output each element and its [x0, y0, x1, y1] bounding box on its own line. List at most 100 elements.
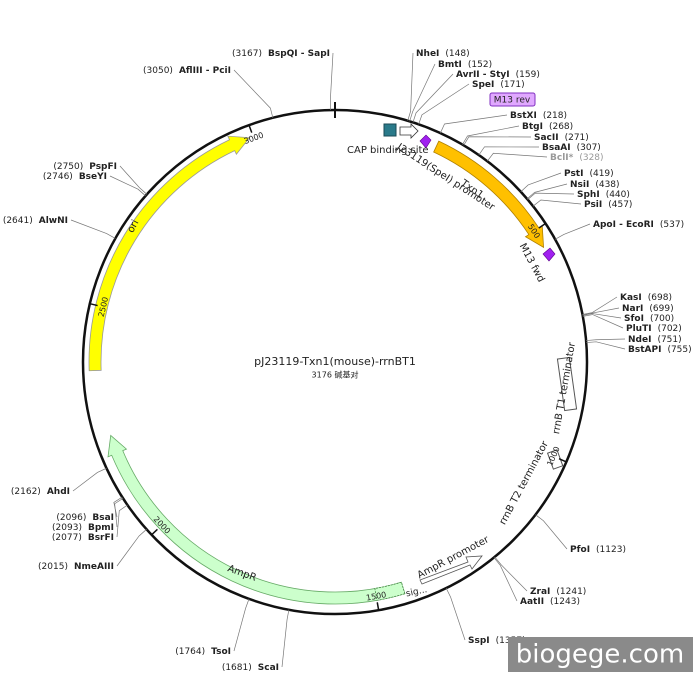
watermark-box	[508, 637, 693, 672]
feature-arc	[107, 434, 406, 605]
map-subtitle: 3176 碱基对	[312, 370, 359, 380]
site-position: (307)	[577, 143, 601, 153]
promoter-arrow	[399, 123, 419, 139]
site-position: (1764)	[175, 647, 205, 657]
site-line	[526, 183, 568, 200]
site-name: NarI	[622, 304, 643, 314]
feature-arc	[433, 140, 545, 249]
site-position: (268)	[549, 122, 573, 132]
site-name: ApoI - EcoRI	[593, 220, 654, 230]
site-label: SpeI (171)	[472, 80, 525, 90]
site-name: BtgI	[522, 122, 543, 132]
feature-arc	[88, 135, 251, 372]
site-name: TsoI	[211, 647, 231, 657]
site-label: BsaAI (307)	[542, 143, 601, 153]
site-position: (1123)	[596, 545, 626, 555]
site-label: NsiI (438)	[570, 180, 620, 190]
sites: NheI (148)BmtI (152)AvrII - StyI (159) SpeI (…	[3, 49, 692, 673]
site-name: PsiI	[584, 200, 602, 210]
site-name: BpmI	[88, 523, 114, 533]
site-position: (751)	[657, 335, 681, 345]
tick-mark	[248, 124, 253, 133]
site-label: BmtI (152)	[438, 60, 492, 70]
site-line	[535, 514, 568, 550]
site-name: NdeI	[628, 335, 651, 345]
site-name: PstI	[564, 169, 583, 179]
feature-arcs	[88, 135, 545, 605]
site-position: (2015)	[38, 562, 68, 572]
site-line	[487, 152, 548, 162]
site-line	[114, 498, 124, 528]
site-position: (438)	[595, 180, 619, 190]
site-line	[493, 557, 518, 602]
site-label: BstXI (218)	[510, 111, 567, 121]
site-label: (2746) BseYI	[43, 172, 107, 182]
site-line	[462, 125, 520, 145]
site-position: (2096)	[56, 513, 86, 523]
site-line	[281, 609, 290, 668]
site-label: PstI (419)	[564, 169, 614, 179]
site-label: BtgI (268)	[522, 122, 573, 132]
site-position: (3167)	[232, 49, 262, 59]
site-position: (2746)	[43, 172, 73, 182]
primer-arrow	[542, 247, 556, 262]
primer-box	[489, 92, 536, 107]
site-label: SphI (440)	[577, 190, 630, 200]
terminator-box	[556, 356, 578, 412]
site-label: (3050) AflIII - PciI	[143, 66, 231, 76]
site-label: (2096) BsaI	[56, 513, 114, 523]
site-line	[582, 307, 620, 316]
site-position: (2162)	[11, 487, 41, 497]
feature-label: rrnB T2 terminator	[498, 439, 552, 527]
site-line	[407, 52, 414, 121]
site-label: SfoI (700)	[624, 314, 674, 324]
feature-label: CAP binding site	[347, 145, 429, 156]
site-position: (755)	[667, 345, 691, 355]
site-name: BstXI	[510, 111, 537, 121]
site-position: (2077)	[52, 533, 82, 543]
site-position: (419)	[589, 169, 613, 179]
site-position: (271)	[565, 133, 589, 143]
site-position: (2641)	[3, 216, 33, 226]
site-name: PspFI	[89, 162, 117, 172]
site-label: KasI (698)	[620, 293, 672, 303]
site-label: PluTI (702)	[626, 324, 682, 334]
site-name: AvrII - StyI	[456, 70, 510, 80]
site-name: BmtI	[438, 60, 462, 70]
site-line	[233, 69, 274, 118]
site-position: (699)	[649, 304, 673, 314]
site-name: SphI	[577, 190, 600, 200]
site-name: NheI	[416, 49, 439, 59]
site-label: (2015) NmeAIII	[38, 562, 114, 572]
site-line	[582, 296, 618, 315]
site-line	[72, 467, 107, 492]
tick-mark	[376, 602, 380, 611]
site-label: (2750) PspFI	[53, 162, 117, 172]
site-label: (2093) BpmI	[52, 523, 114, 533]
site-label: NheI (148)	[416, 49, 470, 59]
site-name: AflIII - PciI	[179, 66, 231, 76]
site-name: BstAPI	[628, 345, 661, 355]
site-name: NsiI	[570, 180, 589, 190]
site-name: SspI	[468, 636, 490, 646]
site-name: SfoI	[624, 314, 644, 324]
site-position: (328)	[579, 153, 603, 163]
site-line	[113, 496, 123, 518]
site-line	[478, 146, 540, 156]
site-label: (2162) AhdI	[11, 487, 70, 497]
primer-arrow	[419, 134, 432, 149]
site-label: ZraI (1241)	[530, 587, 586, 597]
site-label: (2077) BsrFI	[52, 533, 114, 543]
site-position: (152)	[468, 60, 492, 70]
site-name: BclI*	[550, 153, 574, 163]
site-label: PfoI (1123)	[570, 545, 626, 555]
site-label: AatII (1243)	[520, 597, 580, 607]
site-name: BsaAI	[542, 143, 571, 153]
signal-arc	[374, 581, 406, 601]
site-name: KasI	[620, 293, 642, 303]
site-position: (3050)	[143, 66, 173, 76]
tick-mark	[89, 302, 98, 307]
site-position: (148)	[445, 49, 469, 59]
site-line	[586, 341, 626, 350]
